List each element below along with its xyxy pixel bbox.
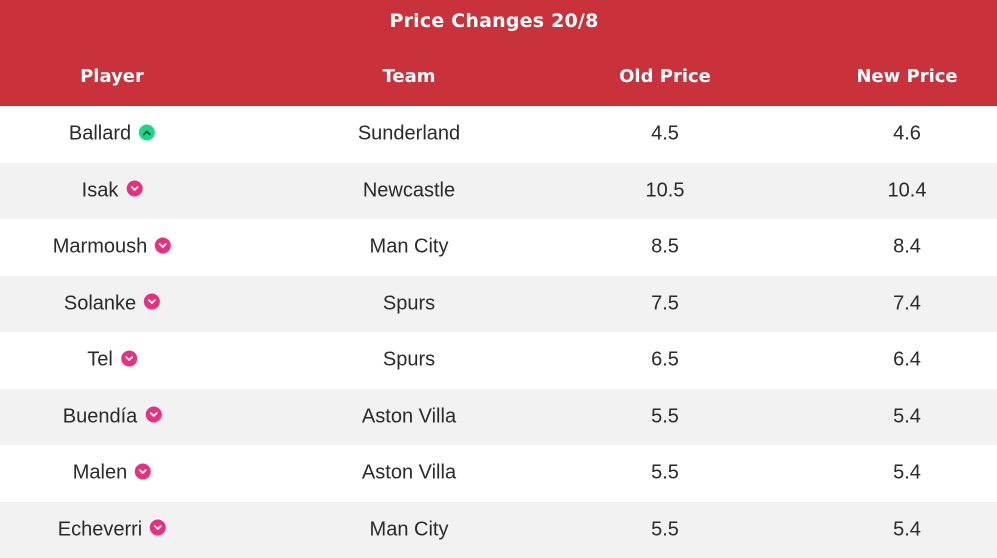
old-price-cell: 10.5: [646, 179, 685, 202]
table-body: Ballard Sunderland 4.5 4.6 Isak Newcastle 10.5…: [0, 106, 997, 558]
table-row: Marmoush Man City 8.5 8.4: [0, 219, 997, 276]
old-price-cell: 5.5: [651, 518, 679, 541]
column-header-player: Player: [80, 66, 144, 87]
team-cell: Spurs: [383, 292, 435, 315]
new-price-cell: 5.4: [893, 518, 921, 541]
price-up-icon: [139, 124, 155, 140]
price-down-icon: [144, 294, 160, 310]
player-cell: Ballard: [69, 123, 155, 146]
table-row: Buendía Aston Villa 5.5 5.4: [0, 389, 997, 446]
table-title: Price Changes 20/8: [0, 10, 988, 32]
price-down-icon: [121, 350, 137, 366]
table-header: Price Changes 20/8 Player Team Old Price…: [0, 0, 997, 106]
table-row: Malen Aston Villa 5.5 5.4: [0, 445, 997, 502]
old-price-cell: 7.5: [651, 292, 679, 315]
team-cell: Man City: [370, 518, 449, 541]
table-row: Isak Newcastle 10.5 10.4: [0, 163, 997, 220]
new-price-cell: 5.4: [893, 462, 921, 485]
team-cell: Aston Villa: [362, 405, 456, 428]
price-down-icon: [155, 237, 171, 253]
new-price-cell: 4.6: [893, 123, 921, 146]
old-price-cell: 4.5: [651, 123, 679, 146]
player-cell: Buendía: [63, 405, 162, 428]
price-down-icon: [126, 181, 142, 197]
column-header-team: Team: [383, 66, 436, 87]
team-cell: Sunderland: [358, 123, 460, 146]
player-name: Ballard: [69, 123, 131, 146]
old-price-cell: 6.5: [651, 349, 679, 372]
team-cell: Aston Villa: [362, 462, 456, 485]
table-row: Solanke Spurs 7.5 7.4: [0, 276, 997, 333]
player-cell: Isak: [82, 179, 143, 202]
team-cell: Spurs: [383, 349, 435, 372]
player-name: Solanke: [64, 292, 136, 315]
player-name: Echeverri: [58, 518, 142, 541]
price-down-icon: [135, 463, 151, 479]
player-cell: Tel: [87, 349, 137, 372]
player-name: Isak: [82, 179, 119, 202]
new-price-cell: 8.4: [893, 236, 921, 259]
old-price-cell: 5.5: [651, 405, 679, 428]
player-name: Marmoush: [53, 236, 147, 259]
table-row: Ballard Sunderland 4.5 4.6: [0, 106, 997, 163]
price-changes-table: Price Changes 20/8 Player Team Old Price…: [0, 0, 997, 544]
new-price-cell: 5.4: [893, 405, 921, 428]
player-name: Malen: [73, 462, 127, 485]
new-price-cell: 7.4: [893, 292, 921, 315]
new-price-cell: 6.4: [893, 349, 921, 372]
new-price-cell: 10.4: [888, 179, 927, 202]
team-cell: Man City: [370, 236, 449, 259]
player-name: Buendía: [63, 405, 138, 428]
price-down-icon: [145, 407, 161, 423]
table-row: Tel Spurs 6.5 6.4: [0, 332, 997, 389]
column-header-new-price: New Price: [856, 66, 957, 87]
player-cell: Echeverri: [58, 518, 166, 541]
player-cell: Malen: [73, 462, 151, 485]
old-price-cell: 5.5: [651, 462, 679, 485]
team-cell: Newcastle: [363, 179, 455, 202]
player-cell: Marmoush: [53, 236, 171, 259]
old-price-cell: 8.5: [651, 236, 679, 259]
column-headers: Player Team Old Price New Price: [0, 66, 997, 92]
player-name: Tel: [87, 349, 113, 372]
player-cell: Solanke: [64, 292, 160, 315]
table-row: Echeverri Man City 5.5 5.4: [0, 502, 997, 558]
price-down-icon: [150, 520, 166, 536]
column-header-old-price: Old Price: [619, 66, 711, 87]
